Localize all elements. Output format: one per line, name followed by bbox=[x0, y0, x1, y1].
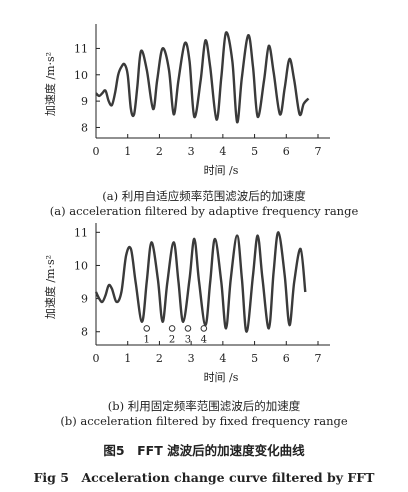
chart-a-ticks: 0 1 2 3 4 5 6 7 8 9 10 11 bbox=[74, 42, 322, 158]
x-tick-label: 0 bbox=[93, 145, 100, 158]
x-tick-label: 5 bbox=[251, 145, 258, 158]
x-tick-label: 6 bbox=[283, 145, 290, 158]
x-tick-label: 1 bbox=[124, 145, 131, 158]
x-tick-label: 3 bbox=[188, 352, 195, 365]
chart-a-y-axis-label: 加速度 /m·s² bbox=[43, 52, 57, 116]
x-tick-label: 6 bbox=[283, 352, 290, 365]
x-tick-label: 0 bbox=[93, 352, 100, 365]
annotation-marker bbox=[200, 325, 208, 332]
chart-b-x-axis-label: 时间 /s bbox=[204, 371, 239, 384]
x-tick-label: 2 bbox=[156, 145, 163, 158]
annotation-label: 3 bbox=[185, 334, 191, 345]
annotation-marker bbox=[168, 325, 176, 332]
annotation-label: 4 bbox=[201, 334, 207, 345]
chart-b-frame bbox=[95, 223, 330, 346]
chart-b-caption-en: (b) acceleration filtered by fixed frequ… bbox=[60, 414, 348, 428]
chart-b-y-axis-label: 加速度 /m·s² bbox=[43, 255, 57, 319]
y-tick-label: 11 bbox=[74, 226, 88, 239]
x-tick-label: 3 bbox=[188, 145, 195, 158]
y-tick-label: 10 bbox=[74, 69, 88, 82]
annotation-label: 1 bbox=[144, 334, 150, 345]
annotation-marker bbox=[184, 325, 192, 332]
chart-a: 0 1 2 3 4 5 6 7 8 9 10 11 加速度 /m·s² 时间 /s bbox=[43, 24, 330, 177]
chart-a-caption-en: (a) acceleration filtered by adaptive fr… bbox=[49, 204, 359, 218]
x-tick-label: 4 bbox=[219, 352, 226, 365]
x-tick-label: 7 bbox=[315, 352, 322, 365]
x-tick-label: 2 bbox=[156, 352, 163, 365]
chart-a-frame bbox=[95, 24, 330, 139]
annotation-marker bbox=[143, 325, 151, 332]
chart-b-caption-cn: (b) 利用固定频率范围滤波后的加速度 bbox=[107, 399, 301, 413]
y-tick-label: 9 bbox=[81, 293, 88, 306]
chart-a-series-line bbox=[95, 31, 310, 124]
x-tick-label: 7 bbox=[315, 145, 322, 158]
chart-b-series-line bbox=[94, 231, 307, 333]
y-tick-label: 10 bbox=[74, 259, 88, 272]
y-tick-label: 11 bbox=[74, 42, 88, 55]
chart-a-caption-cn: (a) 利用自适应频率范围滤波后的加速度 bbox=[102, 189, 306, 203]
x-tick-label: 5 bbox=[251, 352, 258, 365]
y-tick-label: 8 bbox=[81, 326, 88, 339]
figure-title-en: Fig 5 Acceleration change curve filtered… bbox=[33, 470, 375, 485]
y-tick-label: 8 bbox=[81, 121, 88, 134]
x-tick-label: 1 bbox=[124, 352, 131, 365]
chart-a-x-axis-label: 时间 /s bbox=[204, 164, 239, 177]
y-tick-label: 9 bbox=[81, 95, 88, 108]
figure-title-cn: 图5 FFT 滤波后的加速度变化曲线 bbox=[103, 443, 305, 458]
annotation-label: 2 bbox=[169, 334, 175, 345]
x-tick-label: 4 bbox=[219, 145, 226, 158]
